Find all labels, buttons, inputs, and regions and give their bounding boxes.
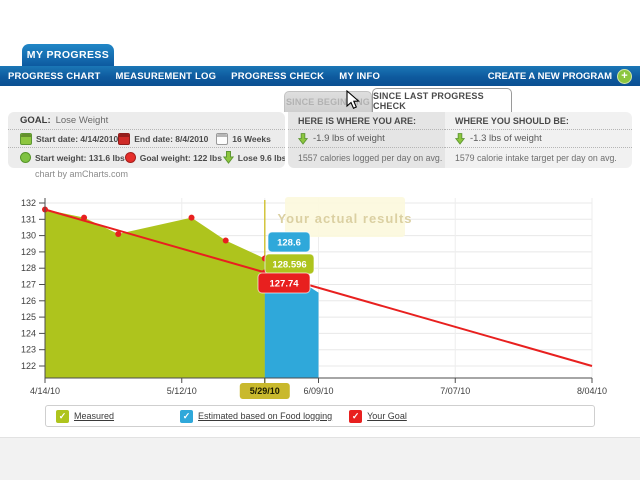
legend-measured-label: Measured [74,411,115,421]
goal-label: GOAL: [20,115,51,126]
svg-text:6/09/10: 6/09/10 [303,386,333,396]
mouse-cursor-icon [346,89,361,115]
should-be-title: WHERE YOU SHOULD BE: [455,115,569,126]
svg-text:127.74: 127.74 [269,279,299,290]
legend-item-estimated[interactable]: ✓ Estimated based on Food logging [180,409,333,423]
where-you-are-title: HERE IS WHERE YOU ARE: [298,115,417,126]
svg-text:123: 123 [21,345,36,355]
svg-text:129: 129 [21,247,36,257]
goal-checkbox-icon[interactable]: ✓ [349,409,363,423]
svg-text:128.596: 128.596 [272,260,306,271]
legend-goal-label: Your Goal [367,411,407,421]
svg-text:5/12/10: 5/12/10 [167,386,197,396]
svg-text:132: 132 [21,198,36,208]
svg-text:128: 128 [21,263,36,273]
goal-panel: GOAL: Lose Weight Start date: 4/14/2010 … [8,112,285,168]
svg-text:5/29/10: 5/29/10 [250,386,280,396]
goal-value: Lose Weight [55,115,109,126]
svg-text:126: 126 [21,296,36,306]
svg-text:127: 127 [21,280,36,290]
legend-estimated-label: Estimated based on Food logging [198,411,333,421]
duration: 16 Weeks [232,133,271,144]
end-date-calendar-icon [118,132,131,145]
svg-text:125: 125 [21,312,36,322]
you-are-down-arrow-icon [298,132,308,145]
x-axis-cursor-label-box [239,383,290,399]
nav-my-info[interactable]: MY INFO [339,70,381,82]
goal-row: GOAL: Lose Weight [8,112,285,130]
cursor-balloon-2 [257,272,311,294]
create-new-program-label: CREATE A NEW PROGRAM [487,70,612,82]
cursor-balloon-0 [267,231,311,253]
nav-progress-chart[interactable]: PROGRESS CHART [8,70,101,82]
svg-text:7/07/10: 7/07/10 [440,386,470,396]
status-panel: HERE IS WHERE YOU ARE: -1.9 lbs of weigh… [288,112,632,168]
svg-text:8/04/10: 8/04/10 [577,386,607,396]
nav-progress-check[interactable]: PROGRESS CHECK [231,70,325,82]
start-weight-dot-icon [20,152,31,163]
tab-since-last-progress-check[interactable]: SINCE LAST PROGRESS CHECK [372,88,512,112]
legend-item-goal[interactable]: ✓ Your Goal [349,409,407,423]
start-date-calendar-icon [20,132,32,145]
measured-checkbox-icon[interactable]: ✓ [56,409,69,423]
end-date: End date: 8/4/2010 [134,133,209,144]
lose-down-arrow-icon [222,151,234,164]
you-are-calories: 1557 calories logged per day on avg. [298,152,443,163]
where-you-are-column: HERE IS WHERE YOU ARE: -1.9 lbs of weigh… [288,112,445,168]
start-date: Start date: 4/14/2010 [36,133,119,144]
svg-text:128.6: 128.6 [277,238,301,249]
chart-legend: ✓ Measured ✓ Estimated based on Food log… [45,405,595,427]
dates-row: Start date: 4/14/2010 End date: 8/4/2010… [8,130,285,148]
nav-measurement-log[interactable]: MEASUREMENT LOG [115,70,217,82]
watermark-box [285,197,405,237]
should-be-calories: 1579 calorie intake target per day on av… [455,152,617,163]
svg-text:130: 130 [21,231,36,241]
weight-chart[interactable]: Your actual results 122 123 124 125 126 127 128… [0,170,640,405]
should-be-weight: -1.3 lbs of weight [470,133,542,144]
watermark-label: Your actual results [277,211,412,226]
goal-weight: Goal weight: 122 lbs [139,152,222,163]
lose-amount: Lose 9.6 lbs [237,152,285,163]
goal-weight-dot-icon [124,152,136,163]
you-are-weight: -1.9 lbs of weight [313,133,385,144]
main-navbar: PROGRESS CHART MEASUREMENT LOG PROGRESS … [0,66,640,86]
duration-calendar-icon [216,132,229,145]
start-weight: Start weight: 131.6 lbs [35,152,125,163]
svg-text:124: 124 [21,328,36,338]
series-area-0 [45,209,265,378]
weights-row: Start weight: 131.6 lbs Goal weight: 122… [8,148,285,167]
svg-text:122: 122 [21,361,36,371]
amcharts-credit-link[interactable]: chart by amCharts.com [35,169,129,179]
series-line-2 [44,208,593,367]
estimated-checkbox-icon[interactable]: ✓ [180,409,194,423]
create-new-program-link[interactable]: CREATE A NEW PROGRAM + [487,68,632,84]
svg-text:4/14/10: 4/14/10 [30,386,60,396]
legend-item-measured[interactable]: ✓ Measured [56,409,115,423]
plus-icon[interactable]: + [617,68,632,84]
where-you-should-be-column: WHERE YOU SHOULD BE: -1.3 lbs of weight … [445,112,632,168]
tab-my-progress[interactable]: MY PROGRESS [22,44,114,66]
page-bottom-background [0,437,640,480]
svg-text:131: 131 [21,214,36,224]
should-be-down-arrow-icon [455,132,465,145]
